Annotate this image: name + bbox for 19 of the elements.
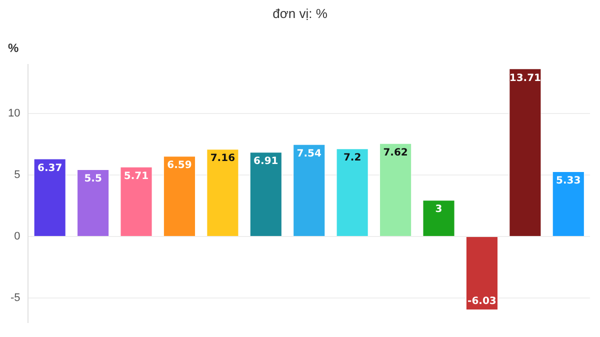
data-label: 5.5 (84, 174, 102, 185)
data-label: 7.62 (383, 148, 408, 159)
y-tick-label: 5 (14, 169, 20, 182)
data-label: 6.59 (167, 160, 192, 172)
y-axis-title: % (8, 41, 19, 55)
y-tick-label: 0 (14, 230, 20, 242)
data-label: 13.71 (509, 72, 542, 84)
data-label: 7.2 (343, 152, 362, 164)
data-label: 6.37 (38, 162, 62, 174)
y-tick-label: 10 (8, 108, 20, 120)
data-label: -6.03 (468, 296, 496, 308)
data-label: 3 (435, 204, 442, 216)
data-label: 7.16 (210, 153, 236, 164)
y-tick-label: -5 (10, 292, 20, 304)
data-label: 6.91 (254, 156, 278, 168)
chart-title: đơn vị: % (272, 6, 328, 21)
data-label: 5.33 (556, 176, 581, 187)
data-label: 5.71 (124, 170, 149, 182)
data-label: 7.54 (296, 148, 322, 160)
